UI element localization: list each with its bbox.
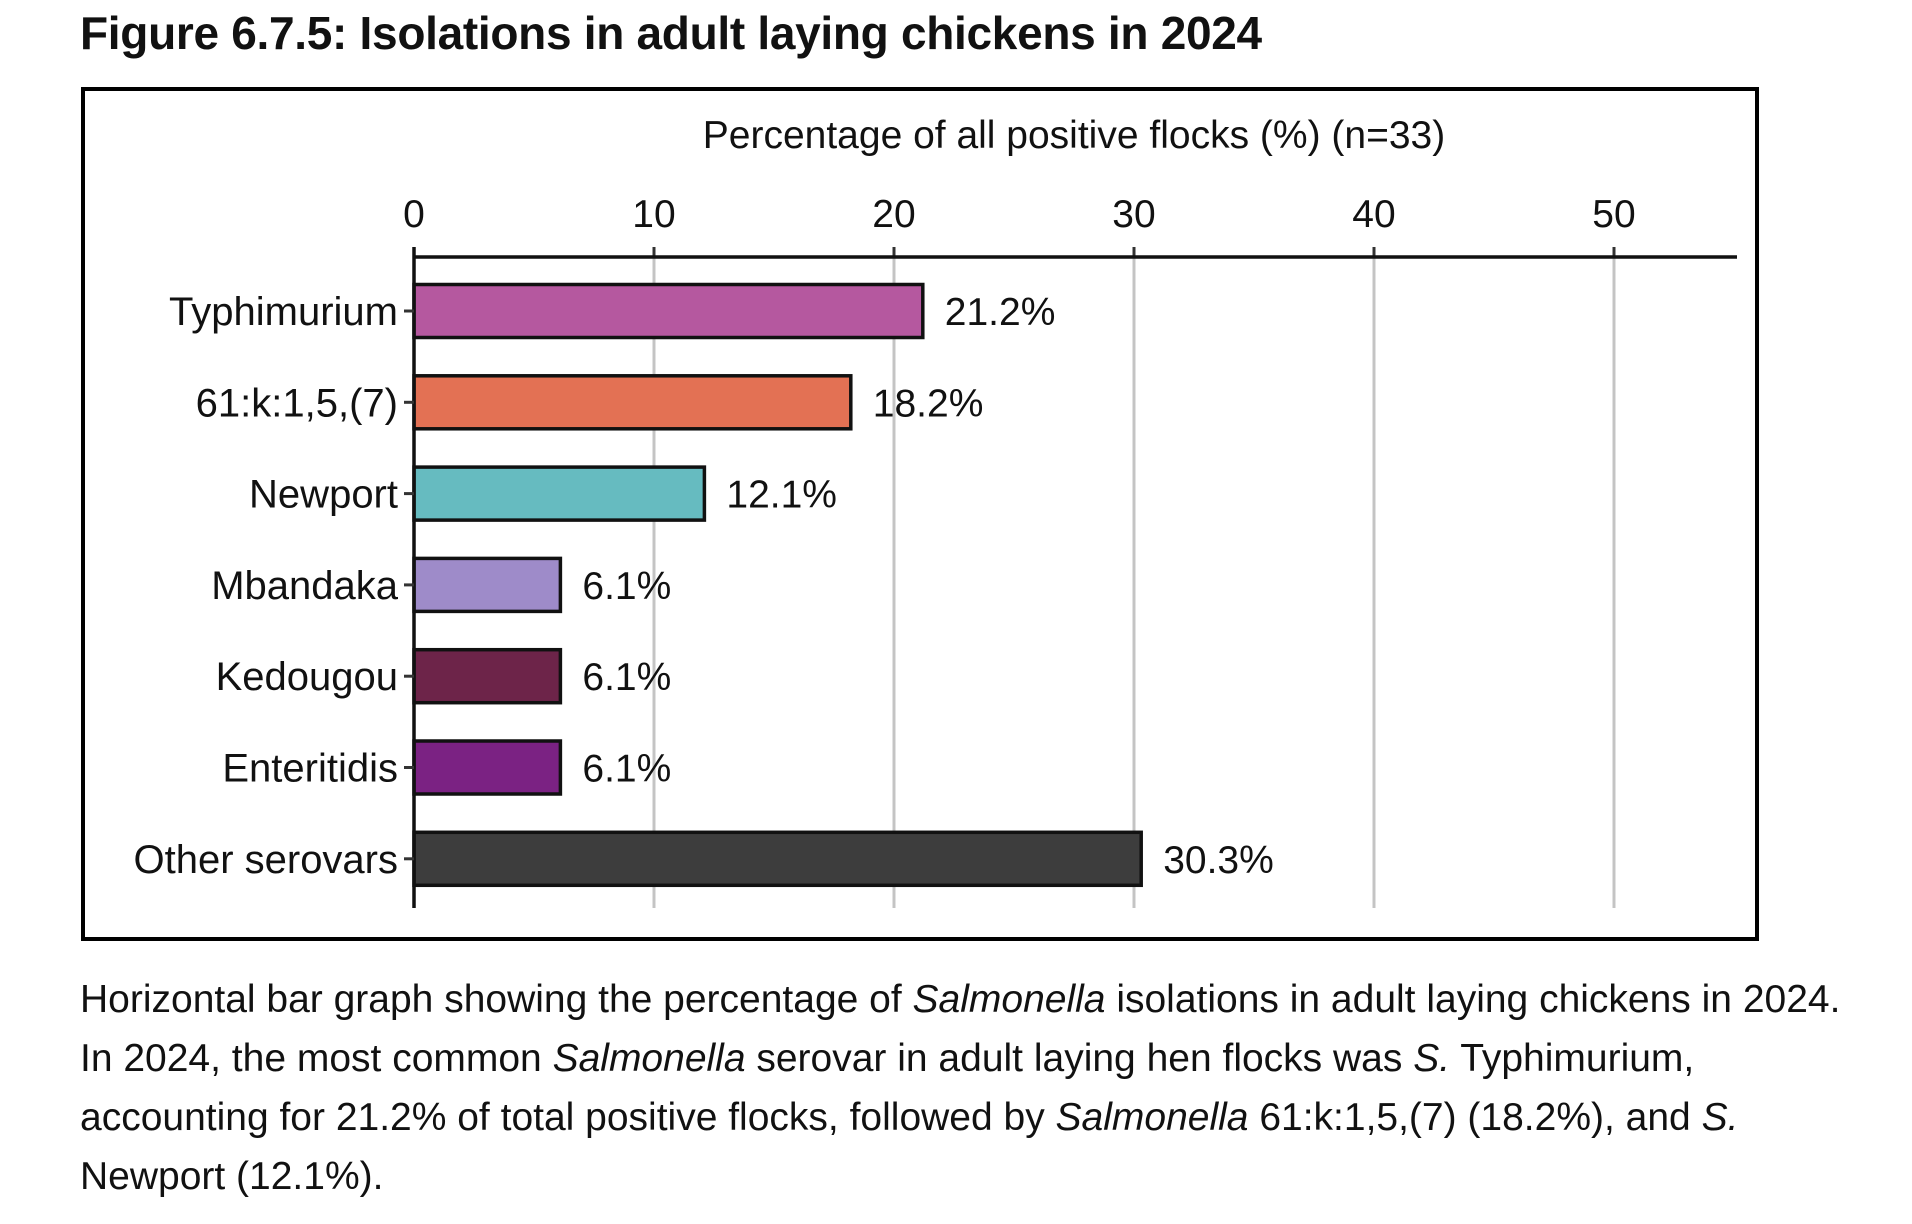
category-label: 61:k:1,5,(7) — [196, 381, 398, 425]
chart-frame — [81, 87, 1759, 941]
x-tick-label: 0 — [403, 193, 425, 236]
caption-text: Newport (12.1%). — [80, 1155, 384, 1198]
bars: 21.2% 18.2% 12.1% 6.1% 6.1% 6.1% 30.3% — [412, 282, 1274, 888]
caption-text: isolations in adult laying chickens in 2… — [80, 978, 1841, 1080]
category-label: Other serovars — [133, 838, 398, 882]
x-tick-label: 10 — [632, 193, 675, 236]
caption-italic-text: Salmonella — [552, 1037, 746, 1080]
bar-newport — [412, 465, 707, 522]
data-label: 6.1% — [582, 656, 671, 699]
data-label: 6.1% — [582, 748, 671, 791]
category-label: Newport — [249, 473, 398, 517]
bar-enteritidis — [412, 739, 563, 796]
bar-other-serovars — [412, 830, 1143, 888]
caption-text: serovar in adult laying hen flocks was — [745, 1037, 1414, 1080]
x-tick-label: 40 — [1352, 193, 1395, 236]
data-label: 18.2% — [873, 382, 984, 425]
data-label: 30.3% — [1163, 839, 1274, 882]
data-label: 6.1% — [582, 565, 671, 608]
caption-italic-text: Salmonella — [1055, 1096, 1249, 1139]
x-tick-label: 30 — [1112, 193, 1155, 236]
category-label: Kedougou — [216, 655, 398, 699]
figure-caption: Horizontal bar graph showing the percent… — [80, 970, 1860, 1206]
axes: 0 10 20 30 40 50 Typhimurium 61:k:1,5,(7) Newpor… — [133, 193, 1737, 908]
caption-text: Horizontal bar graph showing the percent… — [80, 978, 913, 1021]
gridlines — [652, 257, 1616, 908]
bar-typhimurium — [412, 282, 925, 340]
caption-italic-text: S. — [1413, 1037, 1451, 1080]
data-label: 21.2% — [945, 291, 1056, 334]
caption-text: Typhimurium, accounting for 21.2% of tot… — [80, 1037, 1695, 1139]
bar-61-k-1-5-7 — [412, 374, 853, 431]
bar-mbandaka — [412, 556, 563, 614]
category-label: Enteritidis — [222, 747, 398, 791]
figure-title: Figure 6.7.5: Isolations in adult laying… — [80, 7, 1262, 59]
caption-text: 61:k:1,5,(7) (18.2%), and — [1248, 1096, 1702, 1139]
x-tick-label: 50 — [1592, 193, 1635, 236]
category-label: Typhimurium — [169, 290, 398, 334]
caption-italic-text: S. — [1701, 1096, 1739, 1139]
category-label: Mbandaka — [211, 564, 399, 608]
caption-italic-text: Salmonella — [912, 978, 1106, 1021]
data-label: 12.1% — [726, 474, 837, 517]
bar-kedougou — [412, 647, 563, 705]
x-axis-title: Percentage of all positive flocks (%) (n… — [703, 114, 1445, 157]
x-tick-label: 20 — [872, 193, 915, 236]
